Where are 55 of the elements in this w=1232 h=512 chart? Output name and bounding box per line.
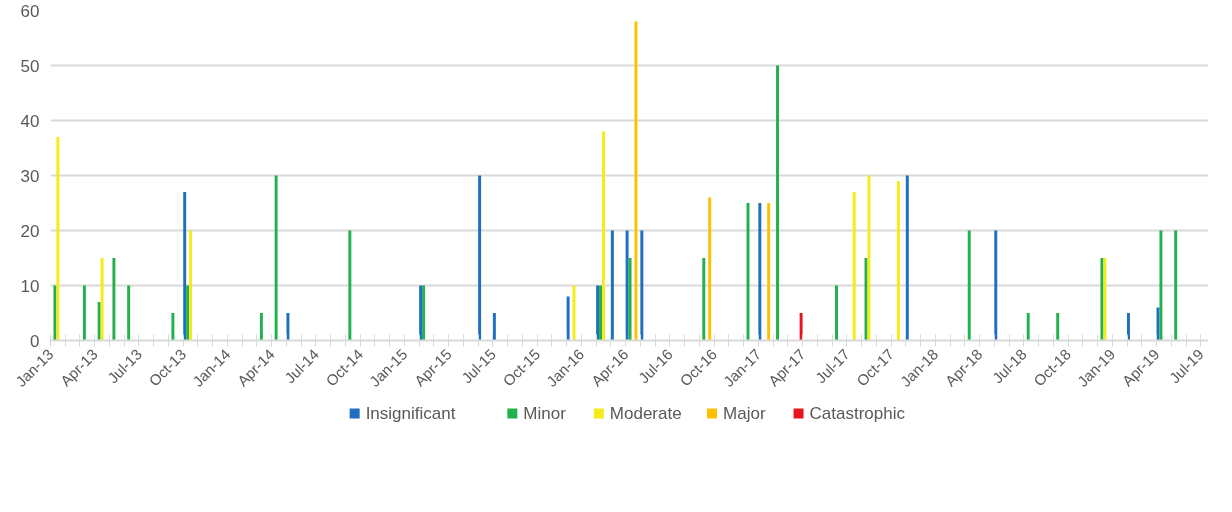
legend-label: Moderate (609, 404, 682, 423)
legend-label: Insignificant (365, 404, 456, 423)
bar (286, 313, 290, 341)
bar (56, 137, 60, 341)
bar (967, 230, 971, 341)
bar (171, 313, 175, 341)
bar (1127, 313, 1130, 341)
bar (640, 230, 644, 341)
bar (628, 258, 632, 341)
bar (905, 175, 909, 341)
bar (112, 258, 116, 341)
bar (492, 313, 496, 341)
legend-label: Catastrophic (809, 404, 906, 423)
bar (274, 175, 278, 341)
bar (852, 192, 856, 341)
bar (566, 296, 570, 341)
bar (53, 285, 57, 341)
bar (634, 21, 638, 341)
bar (478, 175, 482, 341)
bar (867, 175, 871, 341)
bar (189, 230, 193, 341)
bar (896, 181, 900, 341)
bar (776, 65, 779, 341)
bar (1174, 230, 1178, 341)
bar (100, 258, 104, 341)
bar (1159, 230, 1163, 341)
bar (602, 131, 605, 341)
bar (610, 230, 614, 341)
bar (702, 258, 706, 341)
y-tick-label: 10 (20, 276, 40, 296)
y-tick-label: 40 (20, 111, 40, 131)
y-tick-label: 60 (20, 1, 40, 21)
y-tick-label: 20 (20, 221, 40, 241)
bar (97, 302, 101, 341)
bar (127, 285, 131, 341)
bar (625, 230, 629, 341)
y-tick-label: 0 (30, 331, 40, 351)
bar (348, 230, 352, 341)
bar (746, 203, 750, 341)
bar (994, 230, 998, 341)
legend-label: Major (723, 404, 766, 423)
legend-label: Minor (523, 404, 567, 423)
bar (82, 285, 86, 341)
bar (1026, 313, 1030, 341)
bar (799, 313, 803, 341)
y-tick-label: 50 (20, 56, 40, 76)
bar (708, 197, 712, 341)
bar (259, 313, 263, 341)
bar (758, 203, 762, 341)
bar (186, 285, 190, 341)
bar (767, 203, 771, 341)
bar (183, 192, 187, 341)
bar (835, 285, 838, 341)
bar (1056, 313, 1060, 341)
y-tick-label: 30 (20, 166, 40, 186)
